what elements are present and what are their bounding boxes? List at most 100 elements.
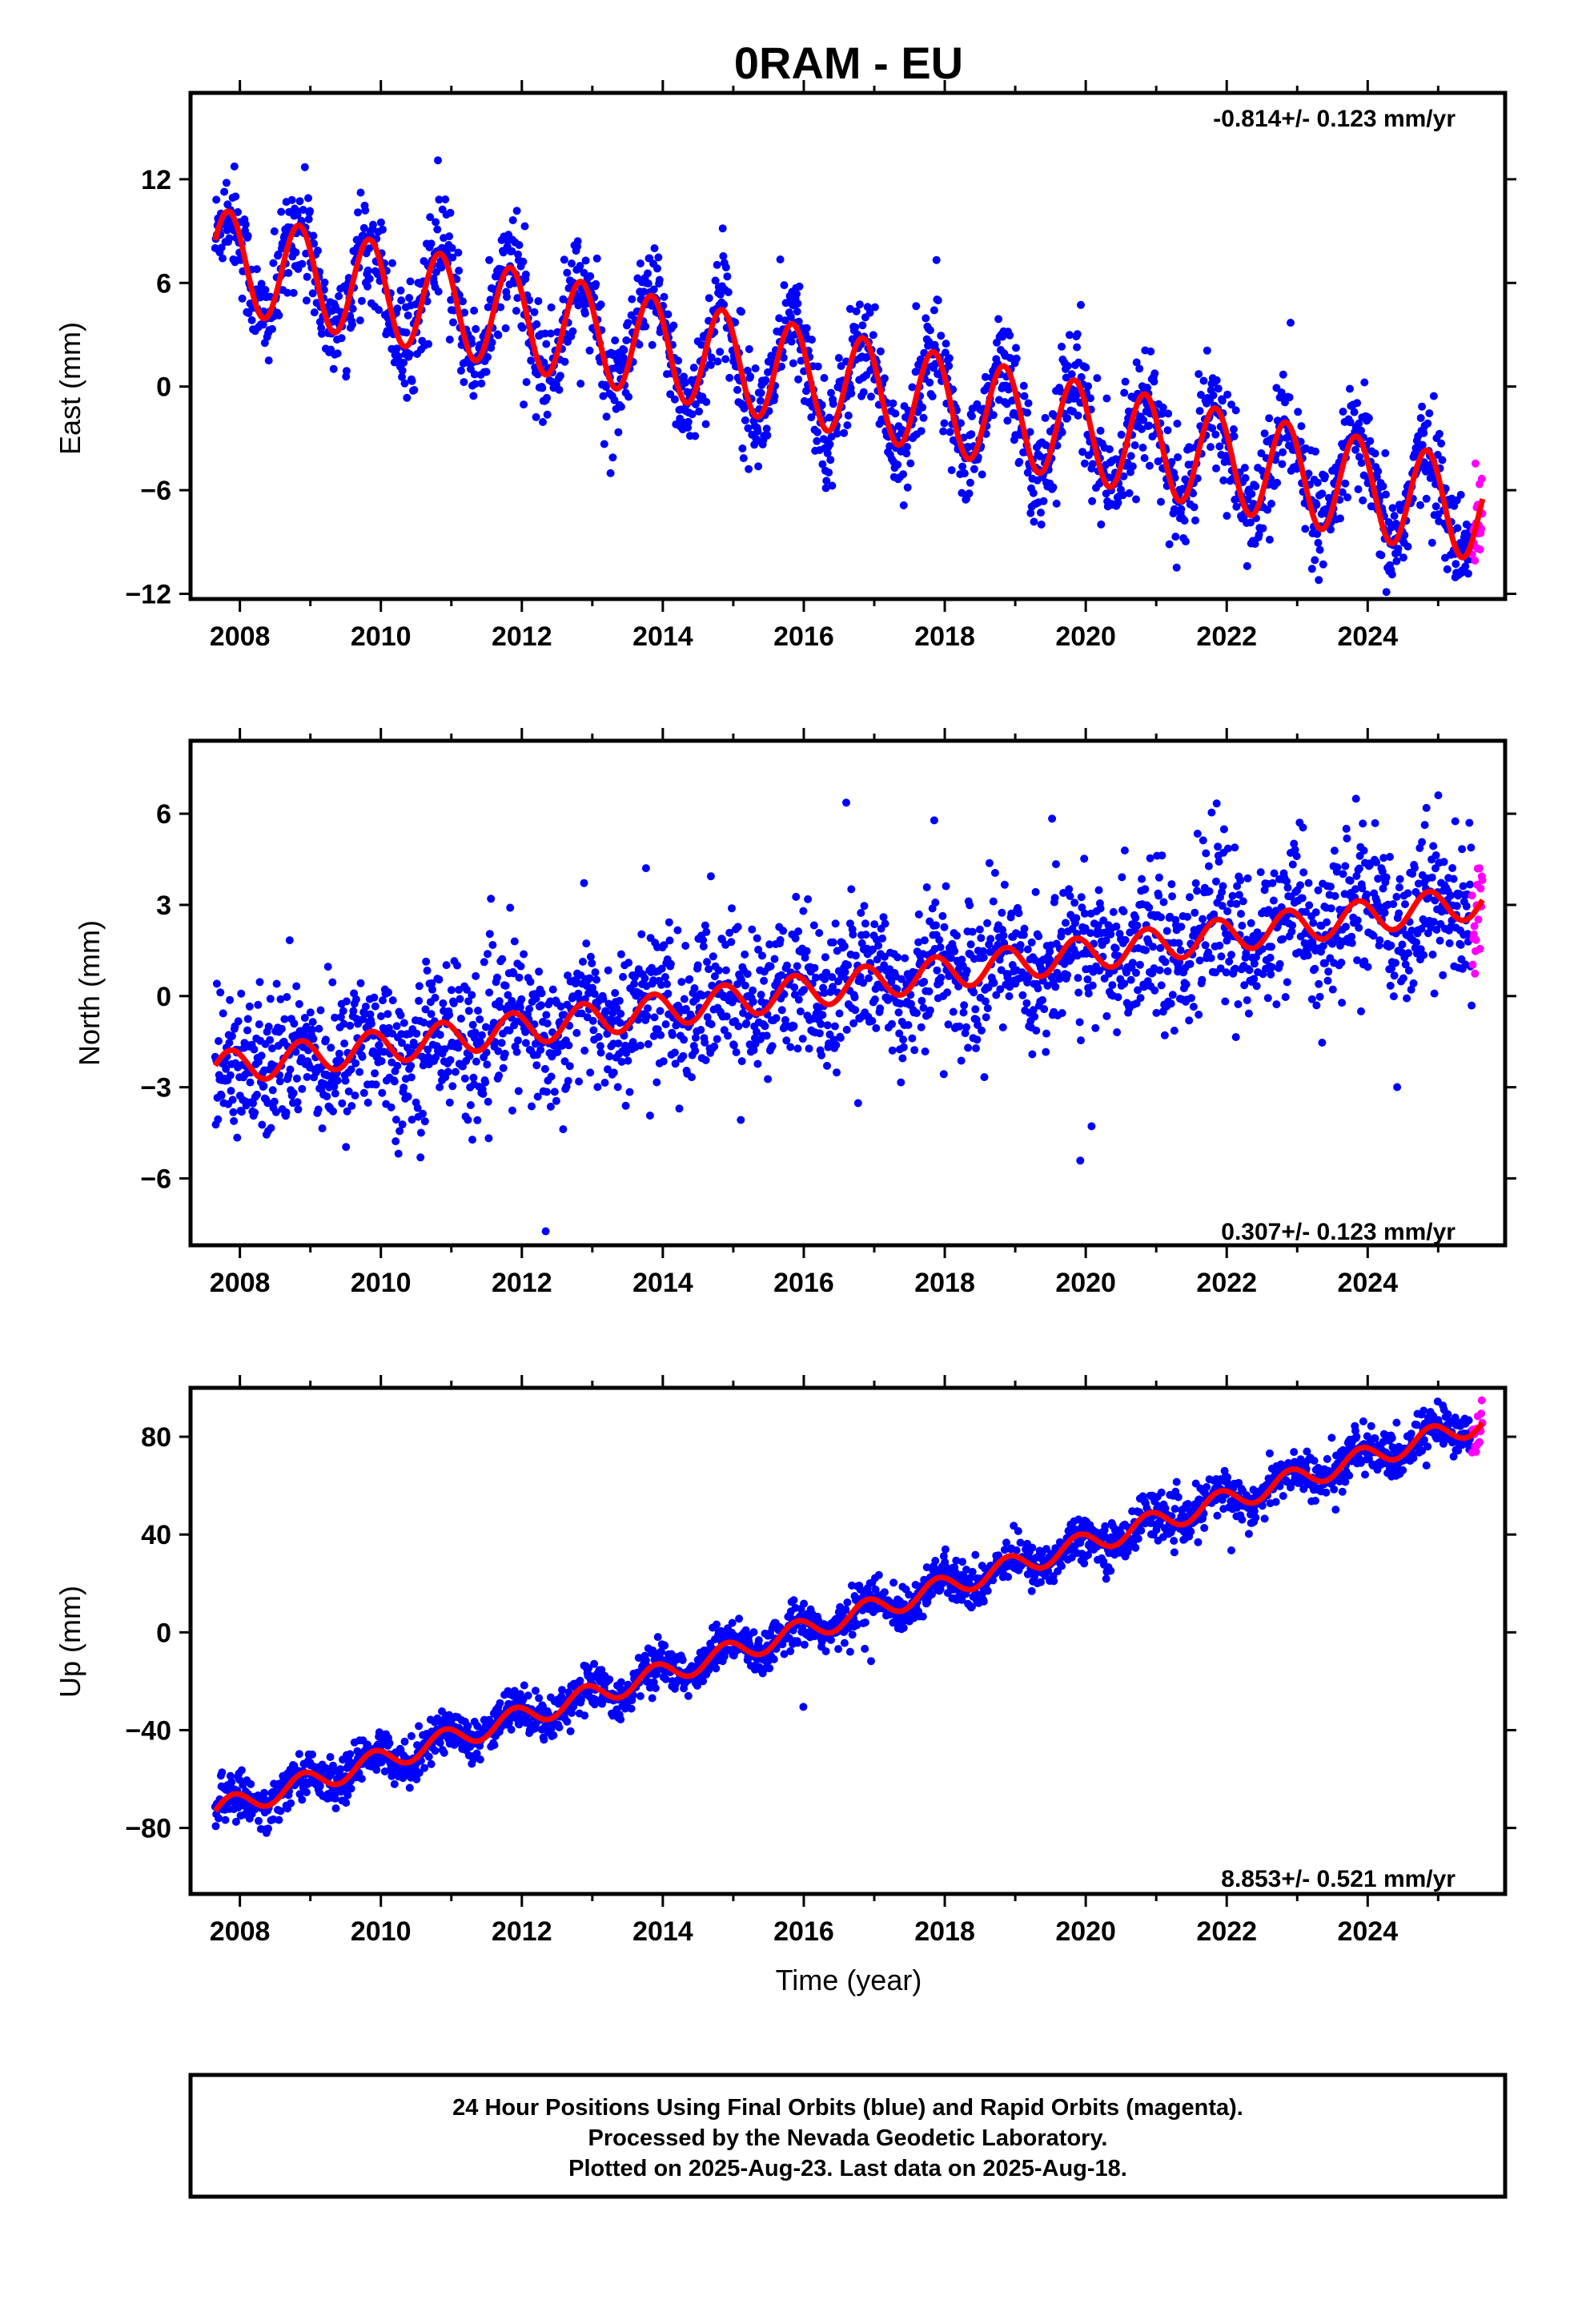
east-xtick-label: 2018 <box>914 621 975 652</box>
final-orbit-point <box>255 1020 263 1029</box>
final-orbit-point <box>405 350 414 359</box>
final-orbit-point <box>1395 883 1403 892</box>
final-orbit-point <box>1031 887 1040 896</box>
final-orbit-point <box>770 392 779 400</box>
final-orbit-point <box>519 257 528 266</box>
final-orbit-point <box>592 975 600 984</box>
final-orbit-point <box>316 1006 325 1015</box>
final-orbit-point <box>701 1038 709 1047</box>
final-orbit-point <box>407 1061 416 1070</box>
final-orbit-point <box>973 1035 982 1044</box>
final-orbit-point <box>1377 551 1386 560</box>
final-orbit-point <box>315 1024 323 1033</box>
final-orbit-point <box>779 353 788 362</box>
final-orbit-point <box>310 239 319 248</box>
final-orbit-point <box>568 259 576 267</box>
final-orbit-point <box>1119 907 1128 916</box>
final-orbit-point <box>619 972 628 981</box>
final-orbit-point <box>640 287 648 296</box>
final-orbit-point <box>1170 505 1178 513</box>
final-orbit-point <box>876 347 885 356</box>
final-orbit-point <box>808 336 816 344</box>
final-orbit-point <box>1452 902 1461 911</box>
final-orbit-point <box>870 995 879 1003</box>
final-orbit-point <box>1338 488 1347 497</box>
final-orbit-point <box>371 1002 379 1011</box>
final-orbit-point <box>949 1007 958 1016</box>
final-orbit-point <box>1219 476 1228 485</box>
final-orbit-point <box>1093 374 1102 383</box>
final-orbit-point <box>1102 394 1111 403</box>
final-orbit-point <box>1166 999 1175 1008</box>
final-orbit-point <box>656 1031 665 1039</box>
final-orbit-point <box>650 244 659 252</box>
final-orbit-point <box>575 1077 584 1086</box>
final-orbit-point <box>695 407 704 416</box>
final-orbit-point <box>255 1816 263 1825</box>
final-orbit-point <box>370 993 379 1002</box>
final-orbit-point <box>1087 1122 1096 1131</box>
final-orbit-point <box>1132 358 1141 367</box>
final-orbit-point <box>485 255 494 264</box>
final-orbit-point <box>1299 868 1308 877</box>
final-orbit-point <box>543 410 552 419</box>
final-orbit-point <box>508 247 516 255</box>
final-orbit-point <box>966 478 974 487</box>
final-orbit-point <box>707 353 716 362</box>
final-orbit-point <box>243 231 252 240</box>
final-orbit-point <box>261 286 270 294</box>
final-orbit-point <box>1431 502 1440 511</box>
final-orbit-point <box>1006 354 1014 362</box>
final-orbit-point <box>1443 565 1452 573</box>
final-orbit-point <box>1263 994 1272 1003</box>
final-orbit-point <box>616 1009 625 1018</box>
final-orbit-point <box>938 911 947 920</box>
final-orbit-point <box>250 1045 259 1054</box>
final-orbit-point <box>564 971 572 980</box>
final-orbit-point <box>1374 467 1383 476</box>
final-orbit-point <box>628 295 636 304</box>
final-orbit-point <box>543 1088 551 1096</box>
final-orbit-point <box>1040 1005 1049 1014</box>
final-orbit-point <box>1357 459 1366 468</box>
final-orbit-point <box>499 1063 508 1072</box>
final-orbit-point <box>1267 963 1276 971</box>
final-orbit-point <box>442 961 451 970</box>
final-orbit-point <box>331 1089 339 1098</box>
rapid-orbit-point <box>1476 545 1484 554</box>
final-orbit-point <box>1420 821 1429 830</box>
final-orbit-point <box>1142 946 1150 955</box>
final-orbit-point <box>737 308 745 316</box>
final-orbit-point <box>252 265 261 274</box>
final-orbit-point <box>920 978 929 986</box>
final-orbit-point <box>1468 1001 1476 1010</box>
final-orbit-point <box>1296 881 1304 890</box>
final-orbit-point <box>1283 883 1292 892</box>
final-orbit-point <box>1339 870 1347 879</box>
final-orbit-point <box>733 923 742 931</box>
final-orbit-point <box>664 989 673 998</box>
final-orbit-point <box>793 290 801 298</box>
final-orbit-point <box>1146 347 1155 356</box>
final-orbit-point <box>635 340 644 349</box>
final-orbit-point <box>945 354 954 363</box>
final-orbit-point <box>1346 418 1355 427</box>
final-orbit-point <box>379 996 387 1005</box>
east-panel: East (mm) -0.814+/- 0.123 mm/yr 1260−6−1… <box>54 80 1516 652</box>
final-orbit-point <box>329 364 338 373</box>
final-orbit-point <box>745 1011 753 1020</box>
final-orbit-point <box>1416 414 1425 422</box>
final-orbit-point <box>815 929 824 937</box>
final-orbit-point <box>464 1116 472 1124</box>
final-orbit-point <box>255 978 264 987</box>
final-orbit-point <box>314 247 322 255</box>
final-orbit-point <box>599 392 608 400</box>
final-orbit-point <box>555 385 564 394</box>
final-orbit-point <box>858 321 867 330</box>
final-orbit-point <box>829 938 837 947</box>
final-orbit-point <box>1091 1023 1100 1032</box>
final-orbit-point <box>894 1008 903 1017</box>
final-orbit-point <box>979 953 988 962</box>
final-orbit-point <box>1191 516 1199 525</box>
final-orbit-point <box>926 1006 934 1015</box>
